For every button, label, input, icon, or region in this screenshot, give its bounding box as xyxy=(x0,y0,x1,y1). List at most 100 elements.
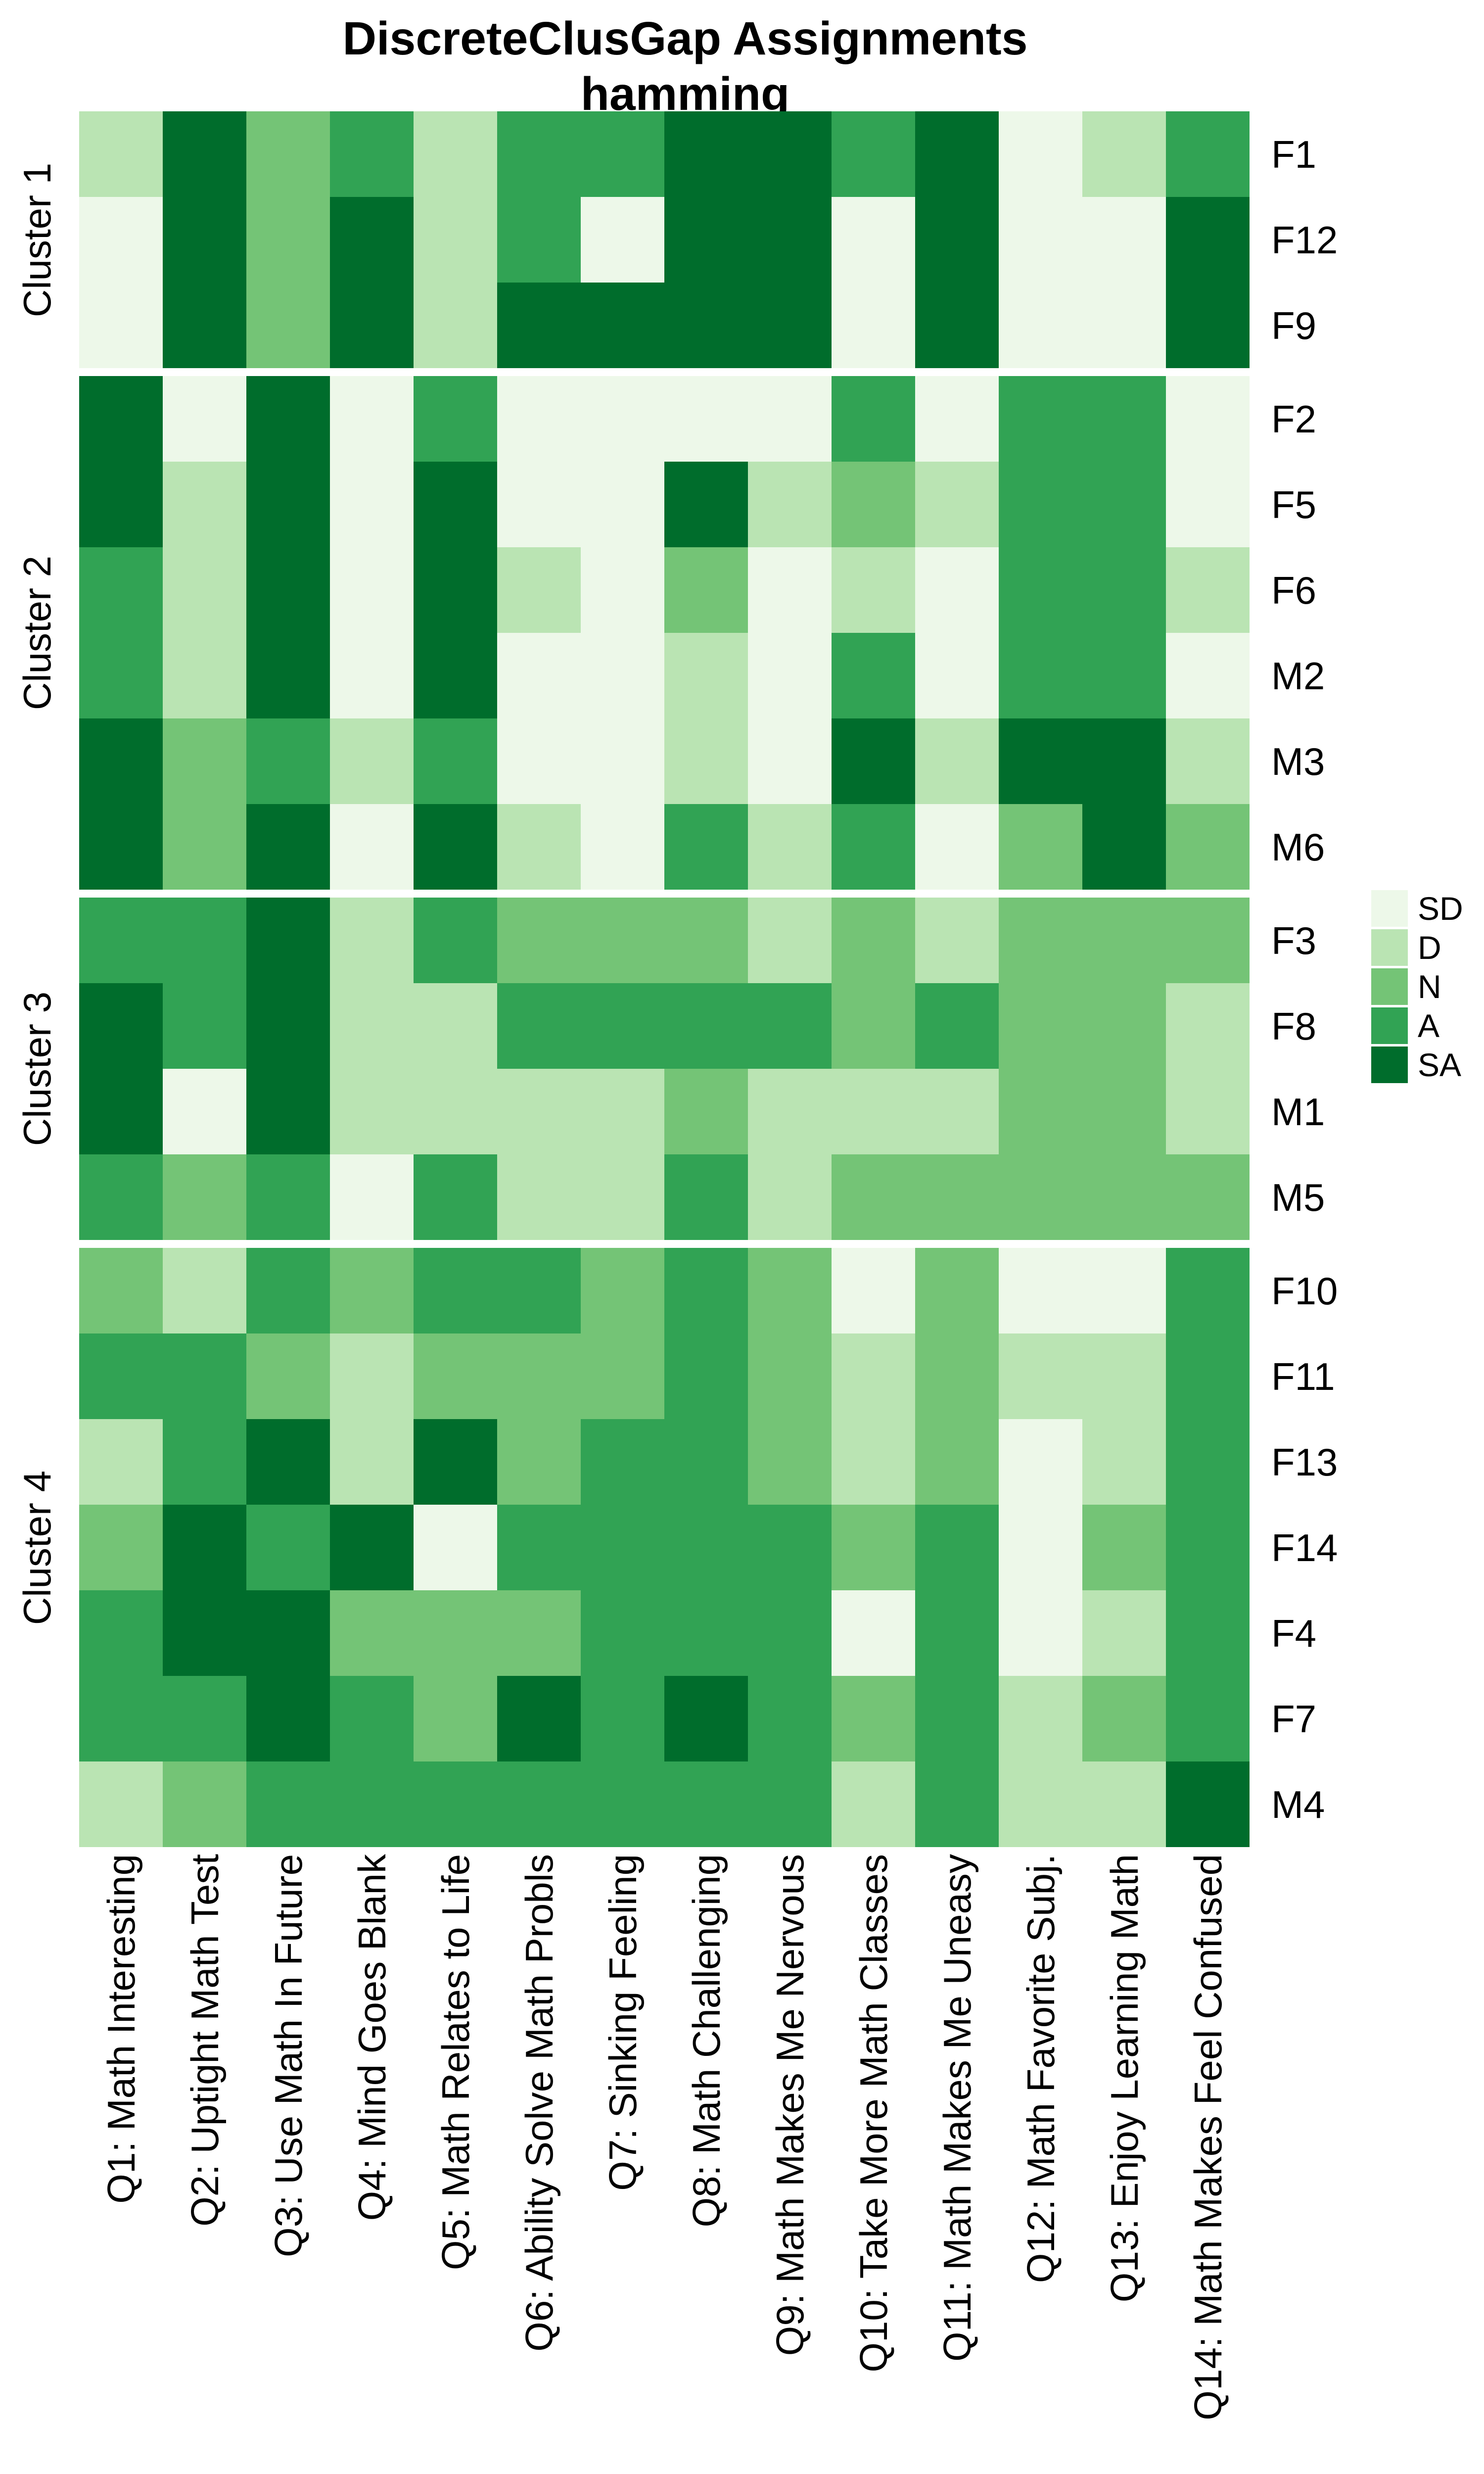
heatmap-cell xyxy=(832,1419,915,1505)
heatmap-cell xyxy=(581,804,664,890)
heatmap-cell xyxy=(832,462,915,547)
heatmap-cell xyxy=(1082,376,1166,462)
heatmap-cell xyxy=(915,804,999,890)
heatmap-cell xyxy=(1166,633,1250,718)
heatmap-cell xyxy=(163,111,246,197)
row-label: F8 xyxy=(1271,1004,1317,1048)
heatmap-cell xyxy=(664,718,748,804)
heatmap-cell xyxy=(748,462,832,547)
heatmap-cell xyxy=(1082,1248,1166,1333)
heatmap-cell xyxy=(748,1154,832,1240)
heatmap-cell xyxy=(414,718,497,804)
heatmap-cell xyxy=(79,1069,163,1154)
heatmap-cell xyxy=(915,983,999,1069)
heatmap-cell xyxy=(915,1761,999,1847)
column-label: Q9: Math Makes Me Nervous xyxy=(768,1854,812,2356)
heatmap-cell xyxy=(999,1505,1082,1590)
heatmap-cell xyxy=(832,1590,915,1676)
heatmap-cell xyxy=(246,1069,330,1154)
heatmap-cell xyxy=(497,1248,581,1333)
heatmap-cell xyxy=(497,111,581,197)
heatmap-cell xyxy=(832,898,915,983)
heatmap-cell xyxy=(414,1590,497,1676)
heatmap-cell xyxy=(1082,1069,1166,1154)
heatmap-cell xyxy=(414,376,497,462)
heatmap-cell xyxy=(664,376,748,462)
row-label: F1 xyxy=(1271,132,1317,176)
heatmap-cell xyxy=(246,1248,330,1333)
heatmap-cell xyxy=(915,633,999,718)
row-label: F6 xyxy=(1271,568,1317,612)
heatmap-cell xyxy=(246,898,330,983)
heatmap-cell xyxy=(330,1676,414,1761)
heatmap-cell xyxy=(330,1248,414,1333)
heatmap-cell xyxy=(414,283,497,368)
heatmap-cell xyxy=(497,633,581,718)
heatmap-cell xyxy=(915,898,999,983)
heatmap-cell xyxy=(581,983,664,1069)
heatmap-cell xyxy=(330,718,414,804)
heatmap-cell xyxy=(581,633,664,718)
heatmap-cell xyxy=(1082,983,1166,1069)
heatmap-cell xyxy=(497,1590,581,1676)
heatmap-cell xyxy=(163,1761,246,1847)
heatmap-cell xyxy=(1082,462,1166,547)
row-label: F14 xyxy=(1271,1525,1338,1570)
heatmap-cell xyxy=(497,547,581,633)
heatmap-cell xyxy=(832,1069,915,1154)
heatmap-cell xyxy=(1166,1419,1250,1505)
heatmap-cell xyxy=(163,1419,246,1505)
heatmap-cell xyxy=(414,1333,497,1419)
heatmap-cell xyxy=(79,1505,163,1590)
heatmap-cell xyxy=(664,197,748,283)
heatmap-cell xyxy=(748,1069,832,1154)
heatmap-cell xyxy=(581,1154,664,1240)
row-label: M4 xyxy=(1271,1782,1325,1826)
heatmap-cell xyxy=(581,1761,664,1847)
heatmap-cell xyxy=(79,1419,163,1505)
heatmap-cell xyxy=(999,376,1082,462)
heatmap-cell xyxy=(497,898,581,983)
heatmap-cell xyxy=(748,633,832,718)
heatmap-cell xyxy=(999,1069,1082,1154)
row-label: F9 xyxy=(1271,303,1317,347)
heatmap-cell xyxy=(832,376,915,462)
heatmap-cell xyxy=(163,1505,246,1590)
heatmap-cell xyxy=(330,1333,414,1419)
heatmap-cell xyxy=(163,462,246,547)
column-label: Q3: Use Math In Future xyxy=(266,1854,310,2258)
heatmap-cell xyxy=(246,1154,330,1240)
heatmap-cell xyxy=(414,547,497,633)
legend-label: D xyxy=(1418,929,1441,966)
heatmap-cell xyxy=(581,462,664,547)
heatmap-cell xyxy=(330,1069,414,1154)
chart-title-block: DiscreteClusGap Assignments hamming xyxy=(0,11,1370,122)
heatmap-cell xyxy=(246,283,330,368)
row-label: F4 xyxy=(1271,1611,1317,1655)
cluster-label: Cluster 3 xyxy=(15,991,59,1146)
heatmap-cell xyxy=(414,1761,497,1847)
row-label: M3 xyxy=(1271,739,1325,783)
column-label: Q7: Sinking Feeling xyxy=(601,1854,645,2191)
heatmap-cell xyxy=(748,718,832,804)
heatmap-cell xyxy=(915,1333,999,1419)
heatmap-cell xyxy=(999,1676,1082,1761)
column-label: Q13: Enjoy Learning Math xyxy=(1102,1854,1146,2303)
heatmap-cell xyxy=(1082,633,1166,718)
heatmap-cell xyxy=(163,718,246,804)
heatmap-cell xyxy=(497,462,581,547)
heatmap-cell xyxy=(1082,283,1166,368)
heatmap-cell xyxy=(664,1333,748,1419)
heatmap-cell xyxy=(1166,804,1250,890)
row-label: F7 xyxy=(1271,1697,1317,1741)
heatmap-cell xyxy=(163,376,246,462)
heatmap-cell xyxy=(999,1154,1082,1240)
heatmap-cell xyxy=(664,983,748,1069)
heatmap-cell xyxy=(1082,1505,1166,1590)
heatmap-cell xyxy=(497,718,581,804)
heatmap-cell xyxy=(748,983,832,1069)
heatmap-cell xyxy=(581,1419,664,1505)
heatmap-cell xyxy=(664,1419,748,1505)
heatmap-cell xyxy=(163,804,246,890)
heatmap-cell xyxy=(497,983,581,1069)
